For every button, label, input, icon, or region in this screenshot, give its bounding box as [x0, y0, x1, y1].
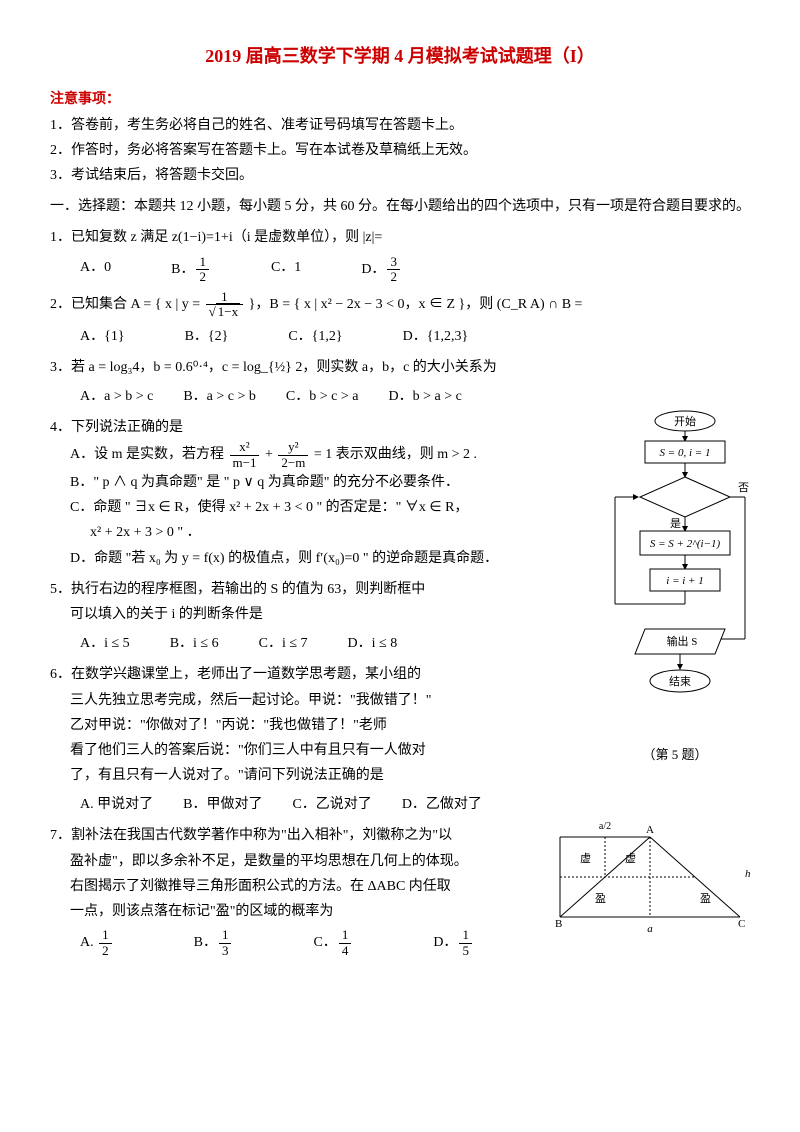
svg-text:S = S + 2^(i−1): S = S + 2^(i−1) — [650, 538, 721, 550]
flowchart-svg: 开始 S = 0, i = 1 否 是 S = S + 2^(i−1) i = … — [600, 409, 750, 739]
q6-opt-c: C．乙说对了 — [292, 792, 371, 817]
flowchart-figure: 开始 S = 0, i = 1 否 是 S = S + 2^(i−1) i = … — [600, 409, 750, 766]
q3-opt-a: A．a > b > c — [80, 384, 153, 409]
q7-options: A. 12 B．13 C．14 D．15 — [80, 928, 540, 958]
svg-text:开始: 开始 — [674, 414, 696, 428]
q1-opt-c: C．1 — [271, 255, 301, 285]
q5-opt-a: A．i ≤ 5 — [80, 631, 130, 656]
svg-text:盈: 盈 — [595, 892, 606, 905]
q5-opt-c: C．i ≤ 7 — [259, 631, 308, 656]
svg-text:C: C — [738, 918, 745, 930]
q7-opt-a: A. 12 — [80, 928, 114, 958]
svg-text:a: a — [647, 923, 653, 935]
q1-opt-b: B．12 — [171, 255, 211, 285]
q5-opt-d: D．i ≤ 8 — [348, 631, 398, 656]
q2-opt-a: A．{1} — [80, 324, 125, 349]
svg-text:否: 否 — [738, 482, 749, 494]
q1-stem: 1．已知复数 z 满足 z(1−i)=1+i（i 是虚数单位），则 |z|= — [50, 225, 750, 250]
q7-opt-c: C．14 — [313, 928, 353, 958]
svg-text:B: B — [555, 918, 562, 930]
q7-opt-b: B．13 — [194, 928, 234, 958]
q6-l5: 了，有且只有一人说对了。"请问下列说法正确的是 — [70, 763, 750, 788]
notice-3: 3．考试结束后，将答题卡交回。 — [50, 163, 750, 188]
svg-text:i = i + 1: i = i + 1 — [666, 575, 703, 587]
svg-text:是: 是 — [670, 517, 681, 530]
svg-text:虚: 虚 — [625, 852, 636, 865]
page-title: 2019 届高三数学下学期 4 月模拟考试试题理（I） — [50, 40, 750, 72]
triangle-figure: B C A a h a/2 虚 虚 盈 盈 — [550, 817, 750, 937]
q2-opt-c: C．{1,2} — [288, 324, 342, 349]
q3-opt-d: D．b > a > c — [388, 384, 461, 409]
q2-opt-d: D．{1,2,3} — [403, 324, 469, 349]
triangle-svg: B C A a h a/2 虚 虚 盈 盈 — [550, 817, 750, 937]
q2-opt-b: B．{2} — [185, 324, 229, 349]
q3-opt-b: B．a > c > b — [183, 384, 256, 409]
q5-opt-b: B．i ≤ 6 — [170, 631, 219, 656]
svg-text:S = 0, i = 1: S = 0, i = 1 — [660, 447, 711, 459]
q6-opt-a: A. 甲说对了 — [80, 792, 153, 817]
q2-stem: 2．已知集合 A = { x | y = 1√1−x }，B = { x | x… — [50, 290, 750, 320]
svg-text:结束: 结束 — [669, 675, 691, 688]
notice-2: 2．作答时，务必将答案写在答题卡上。写在本试卷及草稿纸上无效。 — [50, 138, 750, 163]
svg-text:输出 S: 输出 S — [667, 634, 698, 648]
q5-options: A．i ≤ 5 B．i ≤ 6 C．i ≤ 7 D．i ≤ 8 — [80, 631, 590, 656]
q6-options: A. 甲说对了 B．甲做对了 C．乙说对了 D．乙做对了 — [80, 792, 750, 817]
section-1-head: 一．选择题：本题共 12 小题，每小题 5 分，共 60 分。在每小题给出的四个… — [50, 194, 750, 219]
q3-options: A．a > b > c B．a > c > b C．b > c > a D．b … — [80, 384, 750, 409]
svg-text:虚: 虚 — [580, 852, 591, 865]
q6-opt-d: D．乙做对了 — [402, 792, 482, 817]
q1-options: A．0 B．12 C．1 D．32 — [80, 255, 750, 285]
svg-text:A: A — [646, 824, 654, 836]
svg-text:盈: 盈 — [700, 892, 711, 905]
svg-text:a/2: a/2 — [599, 821, 611, 832]
q3-opt-c: C．b > c > a — [286, 384, 359, 409]
flowchart-caption: （第 5 题） — [600, 743, 750, 766]
q3-stem: 3．若 a = log₃4，b = 0.6⁰·⁴，c = log_{½} 2，则… — [50, 355, 750, 380]
q1-opt-a: A．0 — [80, 255, 111, 285]
q7-opt-d: D．15 — [433, 928, 474, 958]
q1-opt-d: D．32 — [361, 255, 402, 285]
notice-1: 1．答卷前，考生务必将自己的姓名、准考证号码填写在答题卡上。 — [50, 113, 750, 138]
q6-opt-b: B．甲做对了 — [183, 792, 262, 817]
svg-text:h: h — [745, 868, 750, 880]
q2-options: A．{1} B．{2} C．{1,2} D．{1,2,3} — [80, 324, 750, 349]
notice-heading: 注意事项： — [50, 87, 750, 112]
